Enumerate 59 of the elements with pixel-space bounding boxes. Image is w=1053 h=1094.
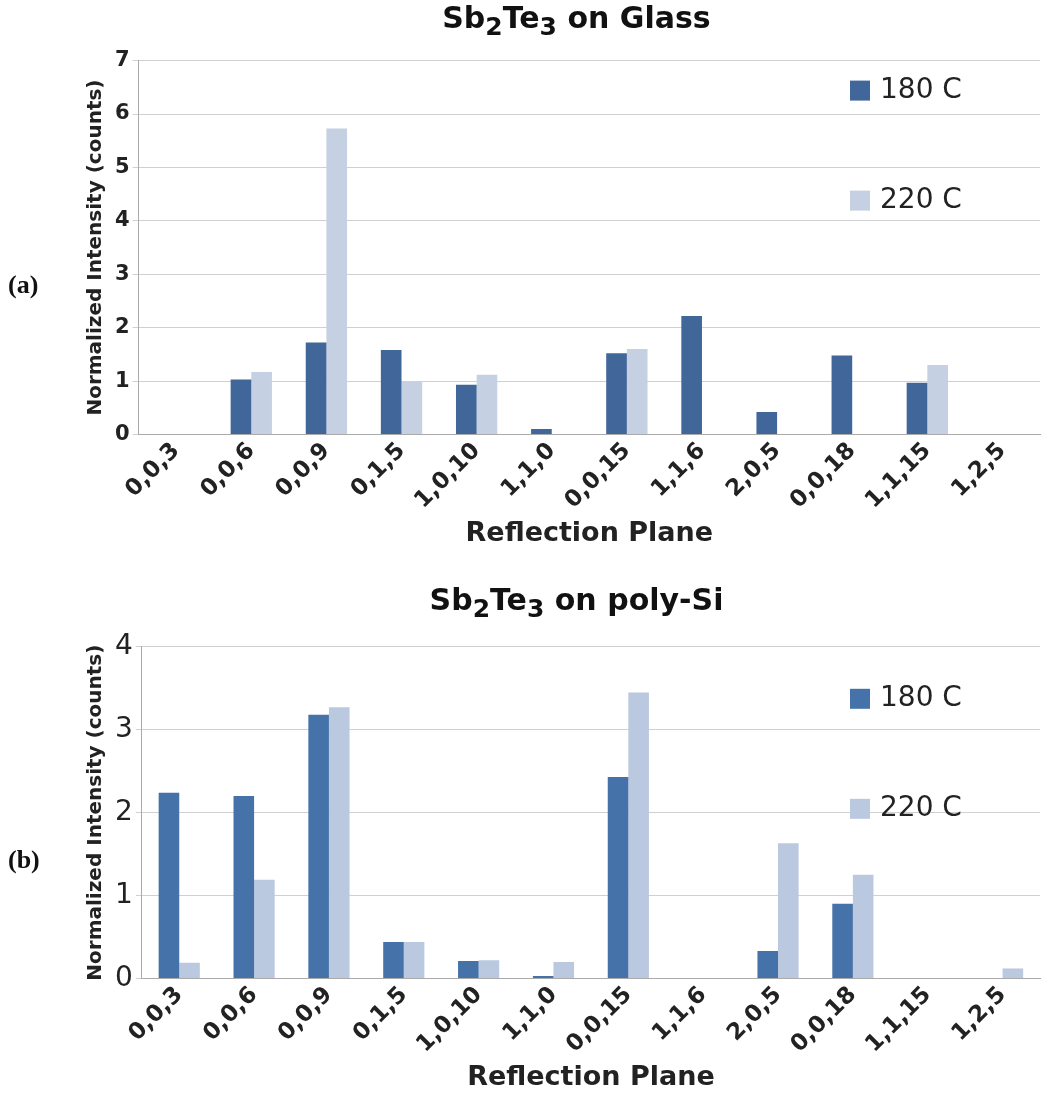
bar bbox=[606, 353, 627, 434]
bar bbox=[158, 792, 180, 978]
bar bbox=[233, 796, 255, 978]
x-axis-title: Reflection Plane bbox=[465, 515, 714, 547]
bar bbox=[458, 961, 479, 978]
bar bbox=[401, 382, 423, 434]
bar bbox=[831, 355, 853, 434]
legend-label: 220 C bbox=[880, 181, 962, 215]
bar bbox=[553, 961, 575, 978]
y-tick-label: 1 bbox=[114, 367, 130, 392]
legend-label: 180 C bbox=[880, 680, 962, 714]
y-tick-label: 0 bbox=[114, 420, 130, 445]
y-axis-title: Normalized Intensity (counts) bbox=[82, 79, 107, 416]
bar bbox=[254, 879, 275, 978]
bar bbox=[478, 960, 500, 978]
bar bbox=[927, 365, 948, 434]
text: (b) bbox=[8, 845, 40, 875]
x-axis-title: Reflection Plane bbox=[467, 1059, 715, 1091]
y-tick-label: 0 bbox=[114, 959, 133, 993]
bar bbox=[626, 349, 648, 434]
bar bbox=[757, 951, 779, 978]
bar bbox=[1002, 968, 1024, 978]
bar bbox=[906, 382, 928, 434]
bar bbox=[832, 903, 853, 978]
bar bbox=[179, 962, 200, 978]
bar bbox=[852, 874, 874, 978]
y-tick-label: 5 bbox=[114, 153, 130, 178]
y-tick-label: 4 bbox=[114, 207, 130, 232]
bar bbox=[403, 941, 425, 978]
chart-title: Sb$_{2}$Te$_{3}$ on Glass bbox=[441, 0, 712, 41]
y-tick-label: 3 bbox=[114, 711, 133, 744]
legend-label: 220 C bbox=[880, 790, 962, 824]
bar bbox=[308, 714, 329, 978]
bar bbox=[681, 315, 702, 434]
y-tick-label: 1 bbox=[114, 876, 133, 910]
y-tick-label: 2 bbox=[114, 314, 130, 339]
bar bbox=[756, 412, 778, 434]
bar bbox=[380, 350, 402, 434]
bar bbox=[476, 374, 498, 434]
y-tick-label: 3 bbox=[114, 260, 130, 285]
bar bbox=[628, 692, 649, 978]
bar bbox=[778, 843, 799, 978]
text: (a) bbox=[8, 270, 39, 300]
bar bbox=[251, 371, 272, 434]
y-tick-label: 6 bbox=[114, 100, 130, 125]
bar bbox=[326, 128, 348, 434]
y-tick-label: 4 bbox=[114, 628, 133, 662]
bar bbox=[455, 384, 477, 434]
legend-label: 180 C bbox=[880, 71, 962, 105]
bar bbox=[383, 941, 404, 978]
y-tick-label: 2 bbox=[114, 793, 133, 827]
bar bbox=[531, 429, 552, 434]
bar bbox=[328, 707, 350, 978]
y-axis-title: Normalized Intensity (counts) bbox=[82, 644, 107, 981]
bar bbox=[230, 379, 252, 434]
bar bbox=[607, 776, 629, 978]
y-tick-label: 7 bbox=[114, 47, 130, 72]
chart-title: Sb$_{2}$Te$_{3}$ on poly-Si bbox=[428, 582, 725, 623]
bar bbox=[305, 342, 327, 434]
